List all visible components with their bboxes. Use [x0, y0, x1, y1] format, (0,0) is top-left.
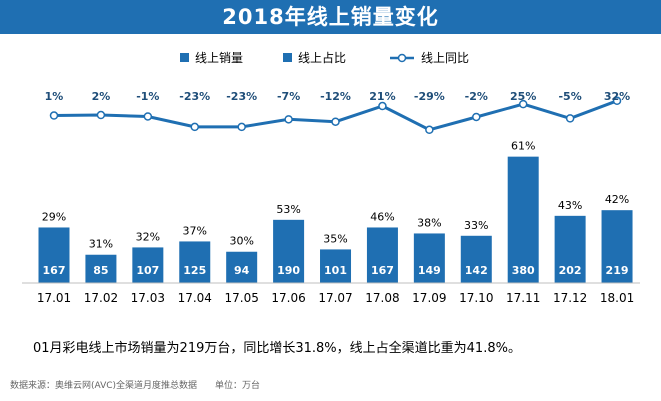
bar-value-18.01: 219 — [606, 264, 629, 277]
bar-value-17.01: 167 — [43, 264, 66, 277]
x-tick-17.10: 17.10 — [459, 291, 493, 305]
yoy-point-17.04 — [190, 122, 200, 132]
bar-17.09 — [413, 233, 445, 283]
x-tick-17.03: 17.03 — [131, 291, 165, 305]
x-tick-17.02: 17.02 — [84, 291, 118, 305]
x-tick-17.08: 17.08 — [365, 291, 399, 305]
bar-17.01 — [38, 227, 70, 283]
yoy-point-17.08 — [378, 101, 387, 111]
yoy-point-17.07 — [331, 117, 340, 126]
share-label-18.01: 42% — [605, 193, 629, 206]
yoy-label-17.11: 25% — [510, 90, 536, 103]
yoy-line-layer: 1% 2% -1% -23% -23% -7% -12% 21% -29% -2% 25% -5% 32… — [45, 90, 630, 135]
yoy-point-17.11 — [518, 99, 528, 109]
bar-value-17.03: 107 — [136, 264, 159, 277]
yoy-label-17.08: 21% — [369, 90, 395, 103]
x-tick-labels: 17.01 17.02 17.03 17.04 17.05 17.06 17.07 17.08… — [37, 291, 634, 305]
share-label-17.12: 43% — [558, 199, 582, 212]
x-tick-17.01: 17.01 — [37, 291, 71, 305]
yoy-point-18.01 — [612, 96, 622, 106]
yoy-point-17.03 — [143, 112, 153, 121]
share-label-17.02: 31% — [89, 238, 113, 251]
bar-17.03 — [132, 247, 164, 283]
bar-17.11 — [507, 156, 539, 283]
legend-label-1: 线上占比 — [298, 50, 346, 65]
chart-title: 2018年线上销量变化 — [0, 0, 661, 34]
share-label-17.08: 46% — [370, 210, 394, 223]
bar-value-17.07: 101 — [324, 264, 347, 277]
yoy-point-17.02 — [96, 110, 106, 120]
x-tick-17.06: 17.06 — [271, 291, 305, 305]
bar-value-17.02: 85 — [93, 264, 108, 277]
yoy-label-17.06: -7% — [277, 90, 300, 103]
share-label-17.03: 32% — [136, 230, 160, 243]
legend-label-0: 线上销量 — [195, 51, 243, 65]
bar-17.05 — [226, 251, 258, 283]
yoy-label-17.09: -29% — [414, 90, 445, 103]
yoy-point-17.05 — [237, 122, 246, 132]
bar-value-17.05: 94 — [234, 264, 250, 277]
bar-18.01 — [601, 210, 633, 283]
share-label-17.09: 38% — [417, 216, 441, 229]
yoy-label-17.07: -12% — [320, 90, 351, 103]
unit-label: 单位：万台 — [215, 381, 261, 391]
share-label-17.10: 33% — [464, 219, 488, 232]
summary-note: 01月彩电线上市场销量为219万台，同比增长31.8%，线上占全渠道比重为41.… — [33, 341, 521, 356]
legend-marker-yoy — [397, 53, 407, 63]
legend-swatch-sales — [180, 53, 189, 62]
x-tick-17.04: 17.04 — [178, 291, 212, 305]
yoy-point-17.01 — [49, 111, 59, 120]
bar-17.06 — [273, 219, 305, 283]
yoy-point-17.09 — [425, 125, 434, 135]
legend-label-2: 线上同比 — [421, 51, 469, 65]
bar-value-17.12: 202 — [559, 264, 582, 277]
yoy-label-17.01: 1% — [45, 90, 64, 103]
chart-area: 线上销量 线上占比 线上同比 1% 2% -1% -23% -23% -7% -12% 21% -2… — [22, 50, 640, 305]
yoy-label-17.12: -5% — [558, 90, 581, 103]
share-label-17.05: 30% — [229, 235, 253, 248]
bar-layer: 167 29% 85 31% 107 32% 125 37% 94 30% 190 53% 101 35%… — [38, 140, 633, 283]
bar-17.02 — [85, 254, 117, 283]
legend: 线上销量 线上占比 线上同比 — [180, 50, 469, 65]
bar-17.07 — [320, 249, 352, 283]
bar-17.08 — [366, 227, 398, 283]
x-tick-17.07: 17.07 — [318, 291, 352, 305]
bar-value-17.06: 190 — [277, 264, 300, 277]
bar-value-17.08: 167 — [371, 264, 394, 277]
legend-swatch-share — [283, 53, 292, 62]
share-label-17.01: 29% — [42, 210, 66, 223]
yoy-label-17.05: -23% — [226, 90, 257, 103]
yoy-point-17.10 — [472, 112, 481, 122]
footer: 数据来源：奥维云网(AVC)全渠道月度推总数据 单位：万台 — [10, 378, 260, 391]
share-label-17.07: 35% — [323, 232, 347, 245]
bar-17.10 — [460, 235, 492, 283]
yoy-point-17.06 — [284, 115, 293, 124]
bar-17.12 — [554, 215, 586, 283]
bar-value-17.11: 380 — [512, 264, 535, 277]
x-tick-17.11: 17.11 — [506, 291, 540, 305]
yoy-label-18.01: 32% — [604, 90, 630, 103]
x-tick-17.09: 17.09 — [412, 291, 446, 305]
data-source: 数据来源：奥维云网(AVC)全渠道月度推总数据 — [10, 381, 198, 391]
x-tick-18.01: 18.01 — [600, 291, 634, 305]
x-tick-17.12: 17.12 — [553, 291, 587, 305]
bar-value-17.09: 149 — [418, 264, 441, 277]
yoy-label-17.04: -23% — [179, 90, 210, 103]
yoy-label-17.02: 2% — [92, 90, 111, 103]
share-label-17.11: 61% — [511, 140, 535, 153]
yoy-point-17.12 — [565, 114, 575, 123]
yoy-label-17.03: -1% — [136, 90, 159, 103]
bar-value-17.04: 125 — [183, 264, 206, 277]
bar-17.04 — [179, 241, 211, 283]
bar-value-17.10: 142 — [465, 264, 488, 277]
x-tick-17.05: 17.05 — [225, 291, 259, 305]
yoy-label-17.10: -2% — [465, 90, 488, 103]
share-label-17.06: 53% — [276, 203, 300, 216]
share-label-17.04: 37% — [183, 224, 207, 237]
